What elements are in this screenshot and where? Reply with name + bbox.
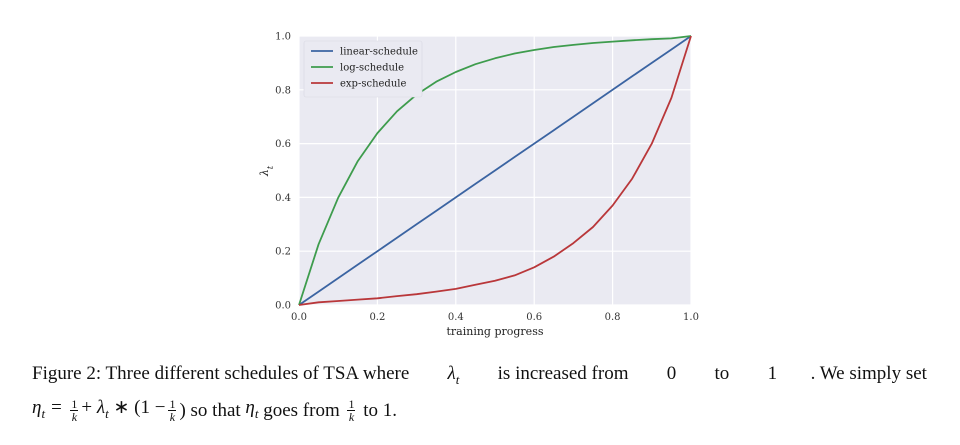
- legend-box: [303, 40, 423, 98]
- caption-text-1f: . We simply set: [810, 363, 927, 384]
- caption-text-2c: to: [358, 399, 383, 421]
- legend-label-log-schedule: log-schedule: [340, 63, 404, 74]
- caption-line-1: Figure 2: Three different schedules of T…: [32, 360, 927, 394]
- y-tick-label: 0.4: [275, 193, 291, 204]
- caption-eta-formula: ηt =: [32, 396, 68, 421]
- grid: [298, 35, 692, 306]
- caption-one-b: 1: [382, 399, 393, 421]
- x-tick-label: 0.0: [291, 312, 307, 323]
- exp-schedule-line: [298, 35, 692, 306]
- log-schedule-line: [298, 35, 692, 306]
- y-axis-label: λt: [258, 165, 275, 177]
- legend-label-linear-schedule: linear-schedule: [340, 47, 418, 58]
- x-tick-label: 0.8: [605, 312, 621, 323]
- caption-text-1a: Figure 2: Three different schedules of T…: [32, 363, 415, 384]
- caption-eta: ηt: [245, 396, 259, 421]
- caption-text-1d: to: [709, 363, 735, 384]
- y-tick-label: 0.2: [275, 247, 291, 258]
- series-layer: [298, 35, 692, 306]
- caption-lambda: λt: [447, 363, 460, 387]
- caption-text-2e: .: [392, 399, 398, 421]
- y-tick-label: 1.0: [275, 32, 291, 43]
- y-tick-labels: 0.0 0.2 0.4 0.6 0.8 1.0: [275, 32, 291, 312]
- y-tick-label: 0.0: [275, 301, 291, 312]
- caption-zero: 0: [666, 363, 677, 384]
- figure-caption: Figure 2: Three different schedules of T…: [32, 360, 932, 428]
- caption-text-2a: so that: [185, 399, 246, 421]
- caption-one: 1: [767, 363, 778, 384]
- caption-text-1b: is increased from: [492, 363, 634, 384]
- x-tick-label: 0.4: [448, 312, 464, 323]
- x-tick-label: 0.6: [526, 312, 542, 323]
- caption-formula-mid: + λt ∗ (1 −: [81, 396, 166, 421]
- y-tick-label: 0.8: [275, 85, 291, 96]
- x-tick-labels: 0.0 0.2 0.4 0.6 0.8 1.0: [291, 312, 699, 323]
- linear-schedule-line: [298, 35, 692, 306]
- caption-text-2b: goes from: [258, 399, 345, 421]
- x-axis-label: training progress: [446, 325, 543, 338]
- y-tick-label: 0.6: [275, 139, 291, 150]
- chart: 0.0 0.2 0.4 0.6 0.8 1.0 0.0 0.2 0.4 0.6 0.8 1.0 tr…: [258, 32, 699, 339]
- caption-formula-close: ): [179, 399, 186, 421]
- legend: linear-schedule log-schedule exp-schedule: [303, 40, 423, 98]
- legend-label-exp-schedule: exp-schedule: [340, 79, 406, 90]
- x-tick-label: 1.0: [683, 312, 699, 323]
- x-tick-label: 0.2: [369, 312, 385, 323]
